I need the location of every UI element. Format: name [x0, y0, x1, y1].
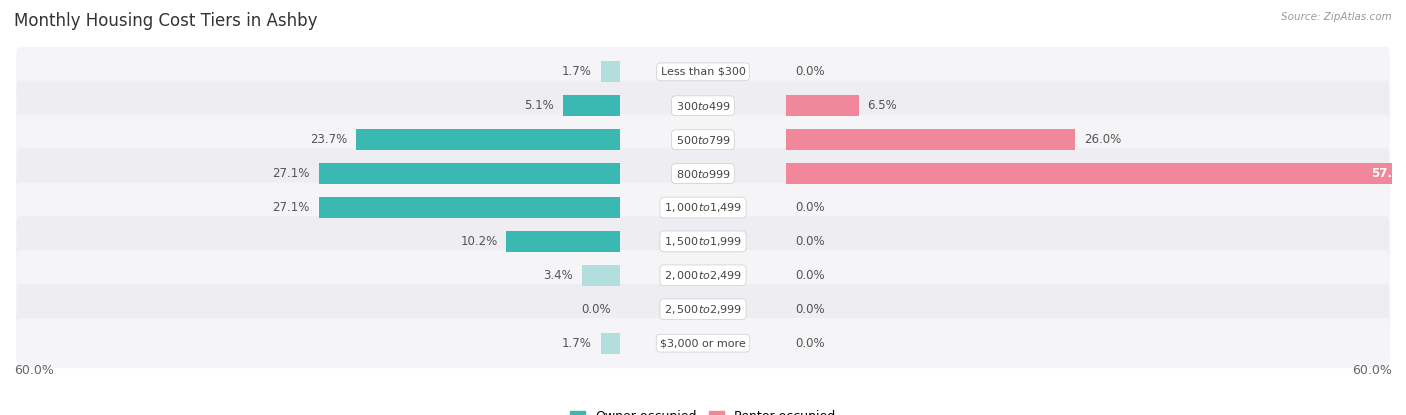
Text: $3,000 or more: $3,000 or more — [661, 338, 745, 348]
Bar — [786, 129, 1076, 150]
Text: $300 to $499: $300 to $499 — [675, 100, 731, 112]
Bar — [356, 129, 620, 150]
Text: Monthly Housing Cost Tiers in Ashby: Monthly Housing Cost Tiers in Ashby — [14, 12, 318, 30]
Bar — [582, 265, 620, 286]
Bar — [786, 163, 1406, 184]
Text: 0.0%: 0.0% — [796, 201, 825, 214]
Text: Source: ZipAtlas.com: Source: ZipAtlas.com — [1281, 12, 1392, 22]
Text: 0.0%: 0.0% — [796, 337, 825, 350]
Text: 60.0%: 60.0% — [14, 364, 53, 377]
FancyBboxPatch shape — [17, 216, 1389, 266]
FancyBboxPatch shape — [17, 115, 1389, 165]
Text: $1,000 to $1,499: $1,000 to $1,499 — [664, 201, 742, 214]
Text: 0.0%: 0.0% — [581, 303, 610, 316]
Text: $800 to $999: $800 to $999 — [675, 168, 731, 180]
Text: $1,500 to $1,999: $1,500 to $1,999 — [664, 235, 742, 248]
Bar — [600, 333, 620, 354]
Bar — [600, 61, 620, 82]
Text: 27.1%: 27.1% — [273, 201, 309, 214]
FancyBboxPatch shape — [17, 250, 1389, 300]
Legend: Owner-occupied, Renter-occupied: Owner-occupied, Renter-occupied — [565, 405, 841, 415]
Text: 1.7%: 1.7% — [562, 65, 592, 78]
Bar — [506, 231, 620, 252]
Text: 5.1%: 5.1% — [524, 99, 554, 112]
FancyBboxPatch shape — [17, 47, 1389, 97]
Text: 0.0%: 0.0% — [796, 235, 825, 248]
Text: $2,500 to $2,999: $2,500 to $2,999 — [664, 303, 742, 316]
Bar — [319, 163, 620, 184]
FancyBboxPatch shape — [17, 284, 1389, 334]
Text: 57.1%: 57.1% — [1371, 167, 1406, 180]
Text: 27.1%: 27.1% — [273, 167, 309, 180]
FancyBboxPatch shape — [17, 318, 1389, 368]
Bar — [319, 197, 620, 218]
Text: 10.2%: 10.2% — [460, 235, 498, 248]
Text: 60.0%: 60.0% — [1353, 364, 1392, 377]
Text: $500 to $799: $500 to $799 — [675, 134, 731, 146]
Text: 6.5%: 6.5% — [868, 99, 897, 112]
Text: 1.7%: 1.7% — [562, 337, 592, 350]
FancyBboxPatch shape — [17, 183, 1389, 232]
Bar — [562, 95, 620, 116]
Text: $2,000 to $2,499: $2,000 to $2,499 — [664, 269, 742, 282]
Text: 23.7%: 23.7% — [311, 133, 347, 146]
Text: Less than $300: Less than $300 — [661, 67, 745, 77]
Text: 0.0%: 0.0% — [796, 303, 825, 316]
Text: 0.0%: 0.0% — [796, 65, 825, 78]
Bar — [786, 95, 859, 116]
FancyBboxPatch shape — [17, 149, 1389, 199]
Text: 0.0%: 0.0% — [796, 269, 825, 282]
Text: 26.0%: 26.0% — [1084, 133, 1122, 146]
FancyBboxPatch shape — [17, 81, 1389, 131]
Text: 3.4%: 3.4% — [543, 269, 574, 282]
